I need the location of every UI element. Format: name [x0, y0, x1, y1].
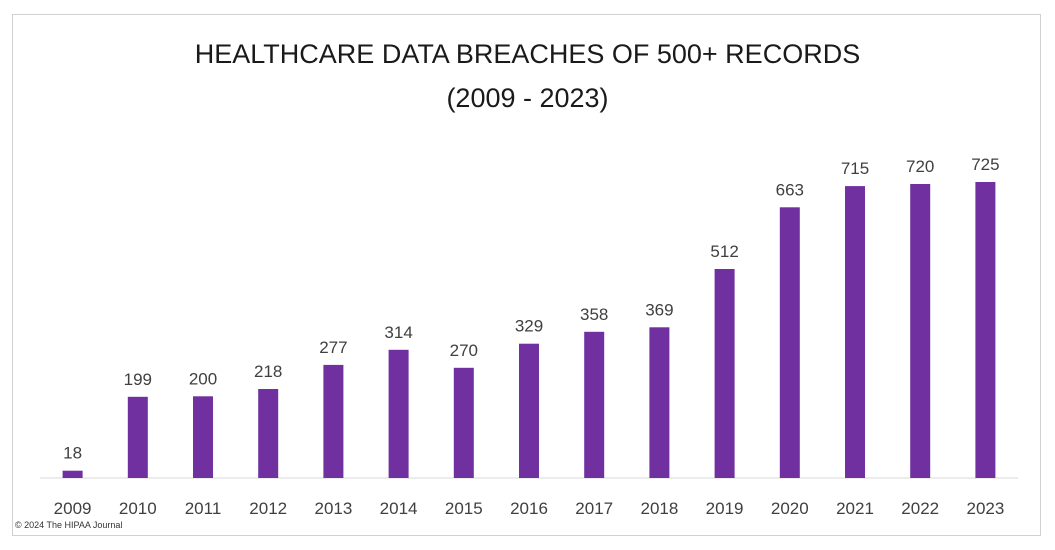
copyright-notice: © 2024 The HIPAA Journal: [15, 520, 123, 530]
bar-2016: [519, 343, 539, 478]
value-label-2017: 358: [580, 305, 608, 324]
x-tick-label-2010: 2010: [119, 499, 157, 518]
value-label-2023: 725: [971, 155, 999, 174]
value-label-2022: 720: [906, 157, 934, 176]
chart-title-line-1: HEALTHCARE DATA BREACHES OF 500+ RECORDS: [194, 39, 861, 69]
x-tick-label-2011: 2011: [185, 499, 222, 518]
value-label-2010: 199: [124, 370, 152, 389]
value-label-2009: 18: [63, 444, 82, 463]
bar-2020: [779, 207, 800, 479]
bar-2009: [62, 470, 83, 478]
value-label-2015: 270: [450, 341, 478, 360]
chart-title: HEALTHCARE DATA BREACHES OF 500+ RECORDS…: [0, 32, 1055, 120]
x-tick-label-2023: 2023: [966, 499, 1004, 518]
bar-2019: [714, 269, 735, 478]
value-label-2018: 369: [645, 300, 673, 319]
x-tick-label-2014: 2014: [380, 499, 418, 518]
value-label-2012: 218: [254, 362, 282, 381]
value-label-2011: 200: [189, 369, 217, 388]
chart-title-line-2: (2009 - 2023): [446, 83, 609, 113]
x-tick-labels-group: 2009 2010 2011 2012 2013 2014 2015 2016 2017 2018…: [54, 499, 1005, 518]
value-label-2019: 512: [710, 242, 738, 261]
bar-2022: [910, 184, 931, 478]
bar-2015: [453, 367, 474, 478]
bar-2023: [975, 182, 996, 478]
x-tick-label-2021: 2021: [836, 499, 874, 518]
bar-2014: [388, 349, 409, 478]
bar-2010: [127, 396, 148, 478]
x-tick-label-2019: 2019: [706, 499, 744, 518]
value-label-2021: 715: [841, 159, 869, 178]
value-label-2020: 663: [776, 180, 804, 199]
bar-2011: [193, 396, 213, 478]
x-tick-label-2016: 2016: [510, 499, 548, 518]
bar-2017: [584, 331, 605, 478]
value-label-2013: 277: [319, 338, 347, 357]
x-tick-label-2022: 2022: [901, 499, 939, 518]
x-tick-label-2020: 2020: [771, 499, 809, 518]
value-label-2014: 314: [384, 323, 412, 342]
x-tick-label-2018: 2018: [640, 499, 678, 518]
x-tick-label-2015: 2015: [445, 499, 483, 518]
value-label-2016: 329: [515, 317, 543, 336]
bar-2012: [258, 389, 279, 478]
bar-2013: [323, 364, 344, 478]
bar-2021: [845, 186, 865, 478]
x-tick-label-2012: 2012: [249, 499, 287, 518]
x-tick-label-2009: 2009: [54, 499, 92, 518]
bars-group: [62, 182, 996, 479]
value-labels-group: 18 199 200 218 277 314 270 329 358 369 512 663 715 72…: [63, 155, 999, 463]
bar-2018: [649, 327, 670, 478]
x-tick-label-2013: 2013: [314, 499, 352, 518]
x-tick-label-2017: 2017: [575, 499, 613, 518]
